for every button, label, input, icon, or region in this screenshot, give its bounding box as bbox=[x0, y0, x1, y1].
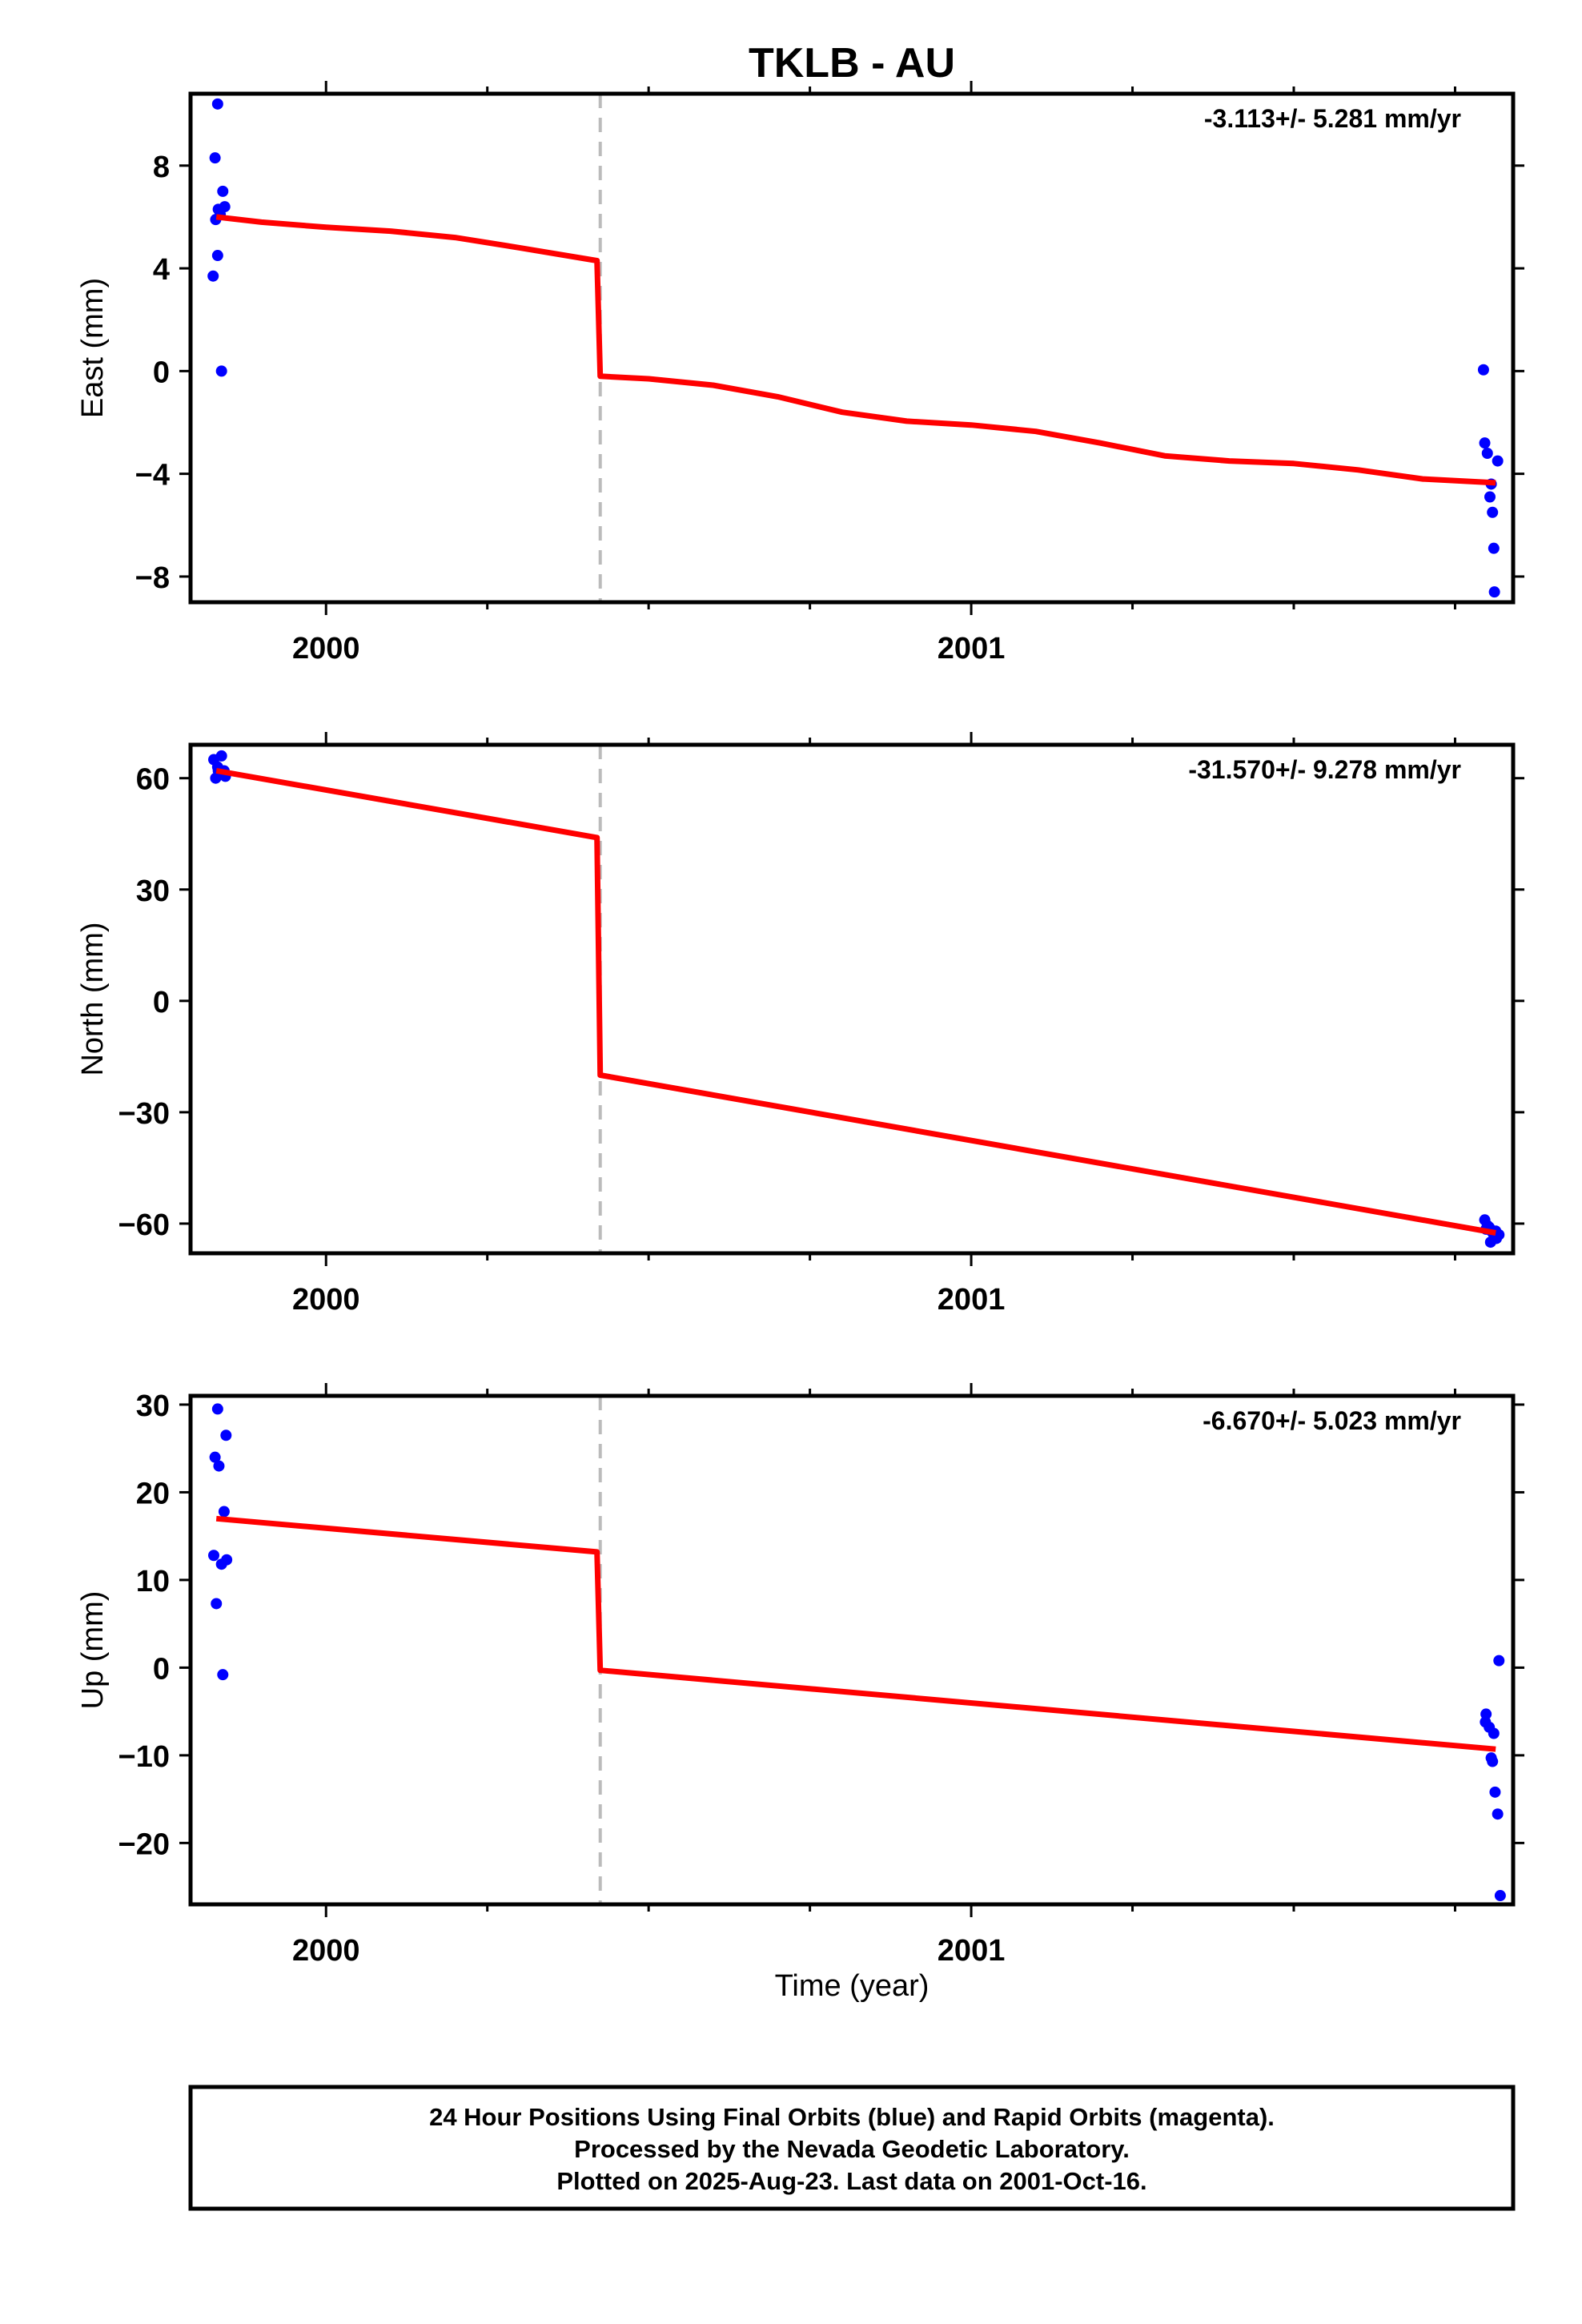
data-point bbox=[1481, 447, 1493, 459]
panel-frame bbox=[188, 742, 1516, 1256]
data-point bbox=[213, 1460, 225, 1472]
panel-frame bbox=[188, 1393, 1516, 1907]
data-point bbox=[1488, 1727, 1500, 1739]
chart-title: TKLB - AU bbox=[749, 40, 955, 86]
data-point bbox=[1487, 1755, 1499, 1767]
data-point bbox=[215, 1558, 227, 1570]
y-tick-label: 0 bbox=[153, 1652, 170, 1686]
y-tick-label: −20 bbox=[118, 1827, 170, 1861]
y-tick-label: 0 bbox=[153, 356, 170, 389]
data-point bbox=[208, 1550, 220, 1562]
footer-line-2: Processed by the Nevada Geodetic Laborat… bbox=[574, 2135, 1130, 2163]
data-point bbox=[1484, 491, 1496, 503]
x-axis-label: Time (year) bbox=[775, 1969, 930, 2003]
model-line bbox=[215, 214, 1496, 486]
data-point bbox=[1479, 437, 1491, 449]
x-tick-label: 2000 bbox=[292, 1283, 360, 1317]
data-point bbox=[218, 1506, 230, 1518]
data-point bbox=[220, 1429, 232, 1441]
y-tick-label: −8 bbox=[135, 561, 170, 595]
y-tick-label: −30 bbox=[118, 1097, 170, 1131]
y-tick-label: 30 bbox=[136, 1389, 170, 1423]
y-tick-label: 0 bbox=[153, 986, 170, 1019]
panel-0: −8 −4 0 4 8 2000 2001 East (mm) -3.113+/- 5.281 … bbox=[76, 81, 1524, 665]
data-point bbox=[215, 750, 227, 762]
rate-label: -6.670+/- 5.023 mm/yr bbox=[1203, 1406, 1461, 1435]
y-tick-label: 4 bbox=[153, 253, 170, 287]
x-tick-label: 2000 bbox=[292, 632, 360, 665]
rate-label: -3.113+/- 5.281 mm/yr bbox=[1204, 104, 1461, 133]
data-point bbox=[209, 1451, 221, 1463]
data-point bbox=[1492, 455, 1504, 467]
data-point bbox=[207, 270, 219, 282]
x-tick-label: 2001 bbox=[938, 1934, 1006, 1968]
y-axis-label: East (mm) bbox=[76, 278, 110, 418]
footer-line-3: Plotted on 2025-Aug-23. Last data on 200… bbox=[556, 2167, 1146, 2195]
footer-line-1: 24 Hour Positions Using Final Orbits (bl… bbox=[429, 2103, 1275, 2131]
data-point bbox=[211, 1403, 223, 1415]
data-point bbox=[211, 1598, 223, 1610]
data-point bbox=[1488, 542, 1500, 554]
data-point bbox=[1487, 506, 1499, 518]
y-tick-label: 60 bbox=[136, 763, 170, 797]
panel-2: −20 −10 0 10 20 30 2000 2001 Up (mm) -6.670+/- 5.… bbox=[76, 1383, 1524, 1968]
y-axis-label: Up (mm) bbox=[76, 1591, 110, 1710]
y-tick-label: 8 bbox=[153, 151, 170, 184]
data-point bbox=[1489, 1786, 1501, 1798]
y-tick-label: −60 bbox=[118, 1208, 170, 1242]
data-point bbox=[1494, 1890, 1506, 1902]
data-point bbox=[211, 250, 223, 262]
model-line bbox=[215, 767, 1496, 1236]
rate-label: -31.570+/- 9.278 mm/yr bbox=[1188, 755, 1461, 784]
y-tick-label: 20 bbox=[136, 1477, 170, 1510]
x-tick-label: 2000 bbox=[292, 1934, 360, 1968]
data-point bbox=[217, 185, 229, 197]
panel-frame bbox=[188, 91, 1516, 605]
data-point bbox=[217, 1669, 229, 1681]
model-line bbox=[215, 1515, 1496, 1752]
data-point bbox=[1484, 1236, 1496, 1248]
data-point bbox=[1492, 1808, 1504, 1820]
data-point bbox=[1488, 586, 1500, 598]
panel-1: −60 −30 0 30 60 2000 2001 North (mm) -31.570+/- … bbox=[76, 732, 1524, 1317]
data-point bbox=[1493, 1655, 1505, 1667]
x-tick-label: 2001 bbox=[938, 632, 1006, 665]
y-tick-label: 10 bbox=[136, 1565, 170, 1598]
x-tick-label: 2001 bbox=[938, 1283, 1006, 1317]
data-point bbox=[211, 98, 223, 110]
y-axis-label: North (mm) bbox=[76, 922, 110, 1076]
data-point bbox=[209, 152, 221, 164]
y-tick-label: 30 bbox=[136, 875, 170, 908]
y-tick-label: −10 bbox=[118, 1740, 170, 1774]
y-tick-label: −4 bbox=[135, 459, 170, 493]
footer-frame bbox=[188, 2085, 1516, 2211]
data-point bbox=[215, 365, 227, 377]
footer-box: 24 Hour Positions Using Final Orbits (bl… bbox=[188, 2085, 1516, 2211]
data-point bbox=[1477, 364, 1489, 376]
